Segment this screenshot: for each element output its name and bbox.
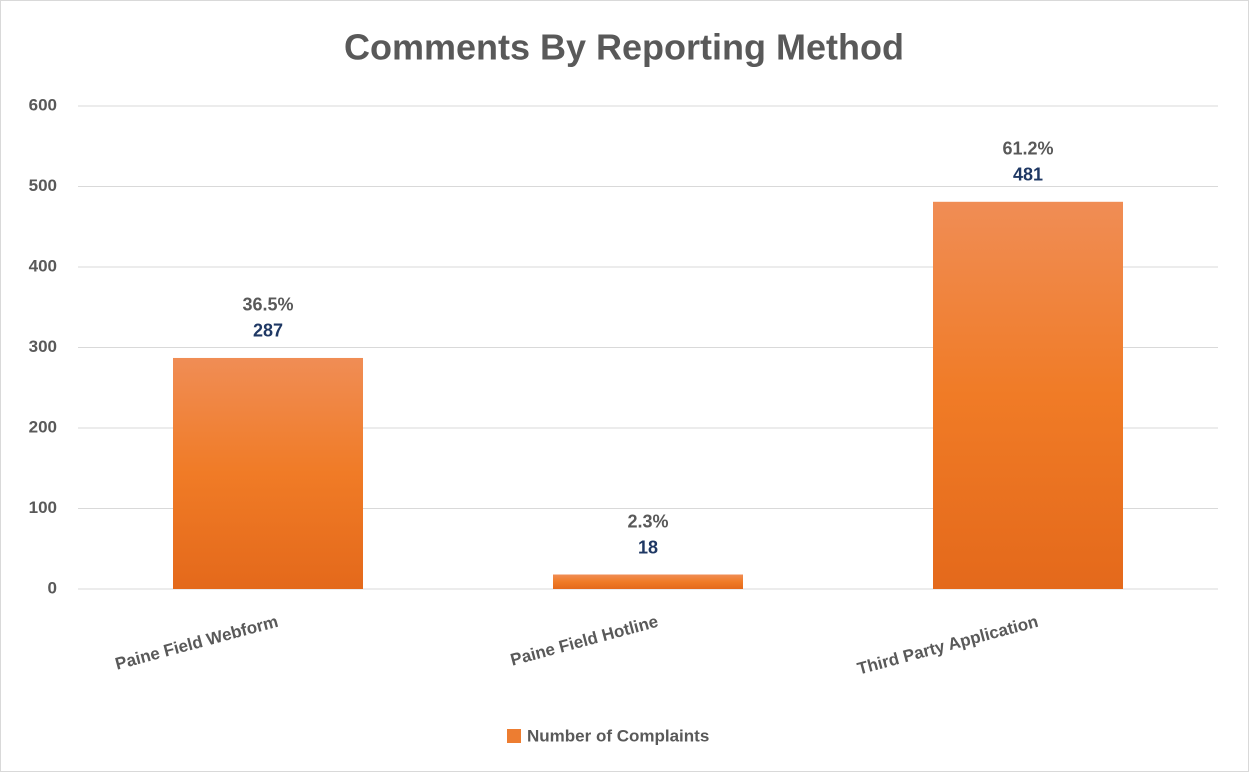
value-label: 287	[253, 321, 283, 341]
legend-swatch	[507, 729, 521, 743]
legend-label: Number of Complaints	[527, 726, 709, 745]
bar	[933, 201, 1123, 590]
y-tick-label: 0	[48, 578, 57, 597]
bar	[173, 357, 363, 589]
chart-title: Comments By Reporting Method	[344, 27, 904, 68]
value-label: 18	[638, 537, 658, 557]
y-tick-label: 600	[29, 95, 57, 114]
y-tick-label: 300	[29, 337, 57, 356]
bar	[553, 574, 743, 589]
y-tick-label: 500	[29, 176, 57, 195]
y-tick-label: 400	[29, 256, 57, 275]
y-tick-label: 200	[29, 417, 57, 436]
percent-label: 61.2%	[1002, 139, 1053, 159]
y-tick-label: 100	[29, 498, 57, 517]
percent-label: 36.5%	[242, 295, 293, 315]
value-label: 481	[1013, 165, 1043, 185]
percent-label: 2.3%	[627, 511, 668, 531]
